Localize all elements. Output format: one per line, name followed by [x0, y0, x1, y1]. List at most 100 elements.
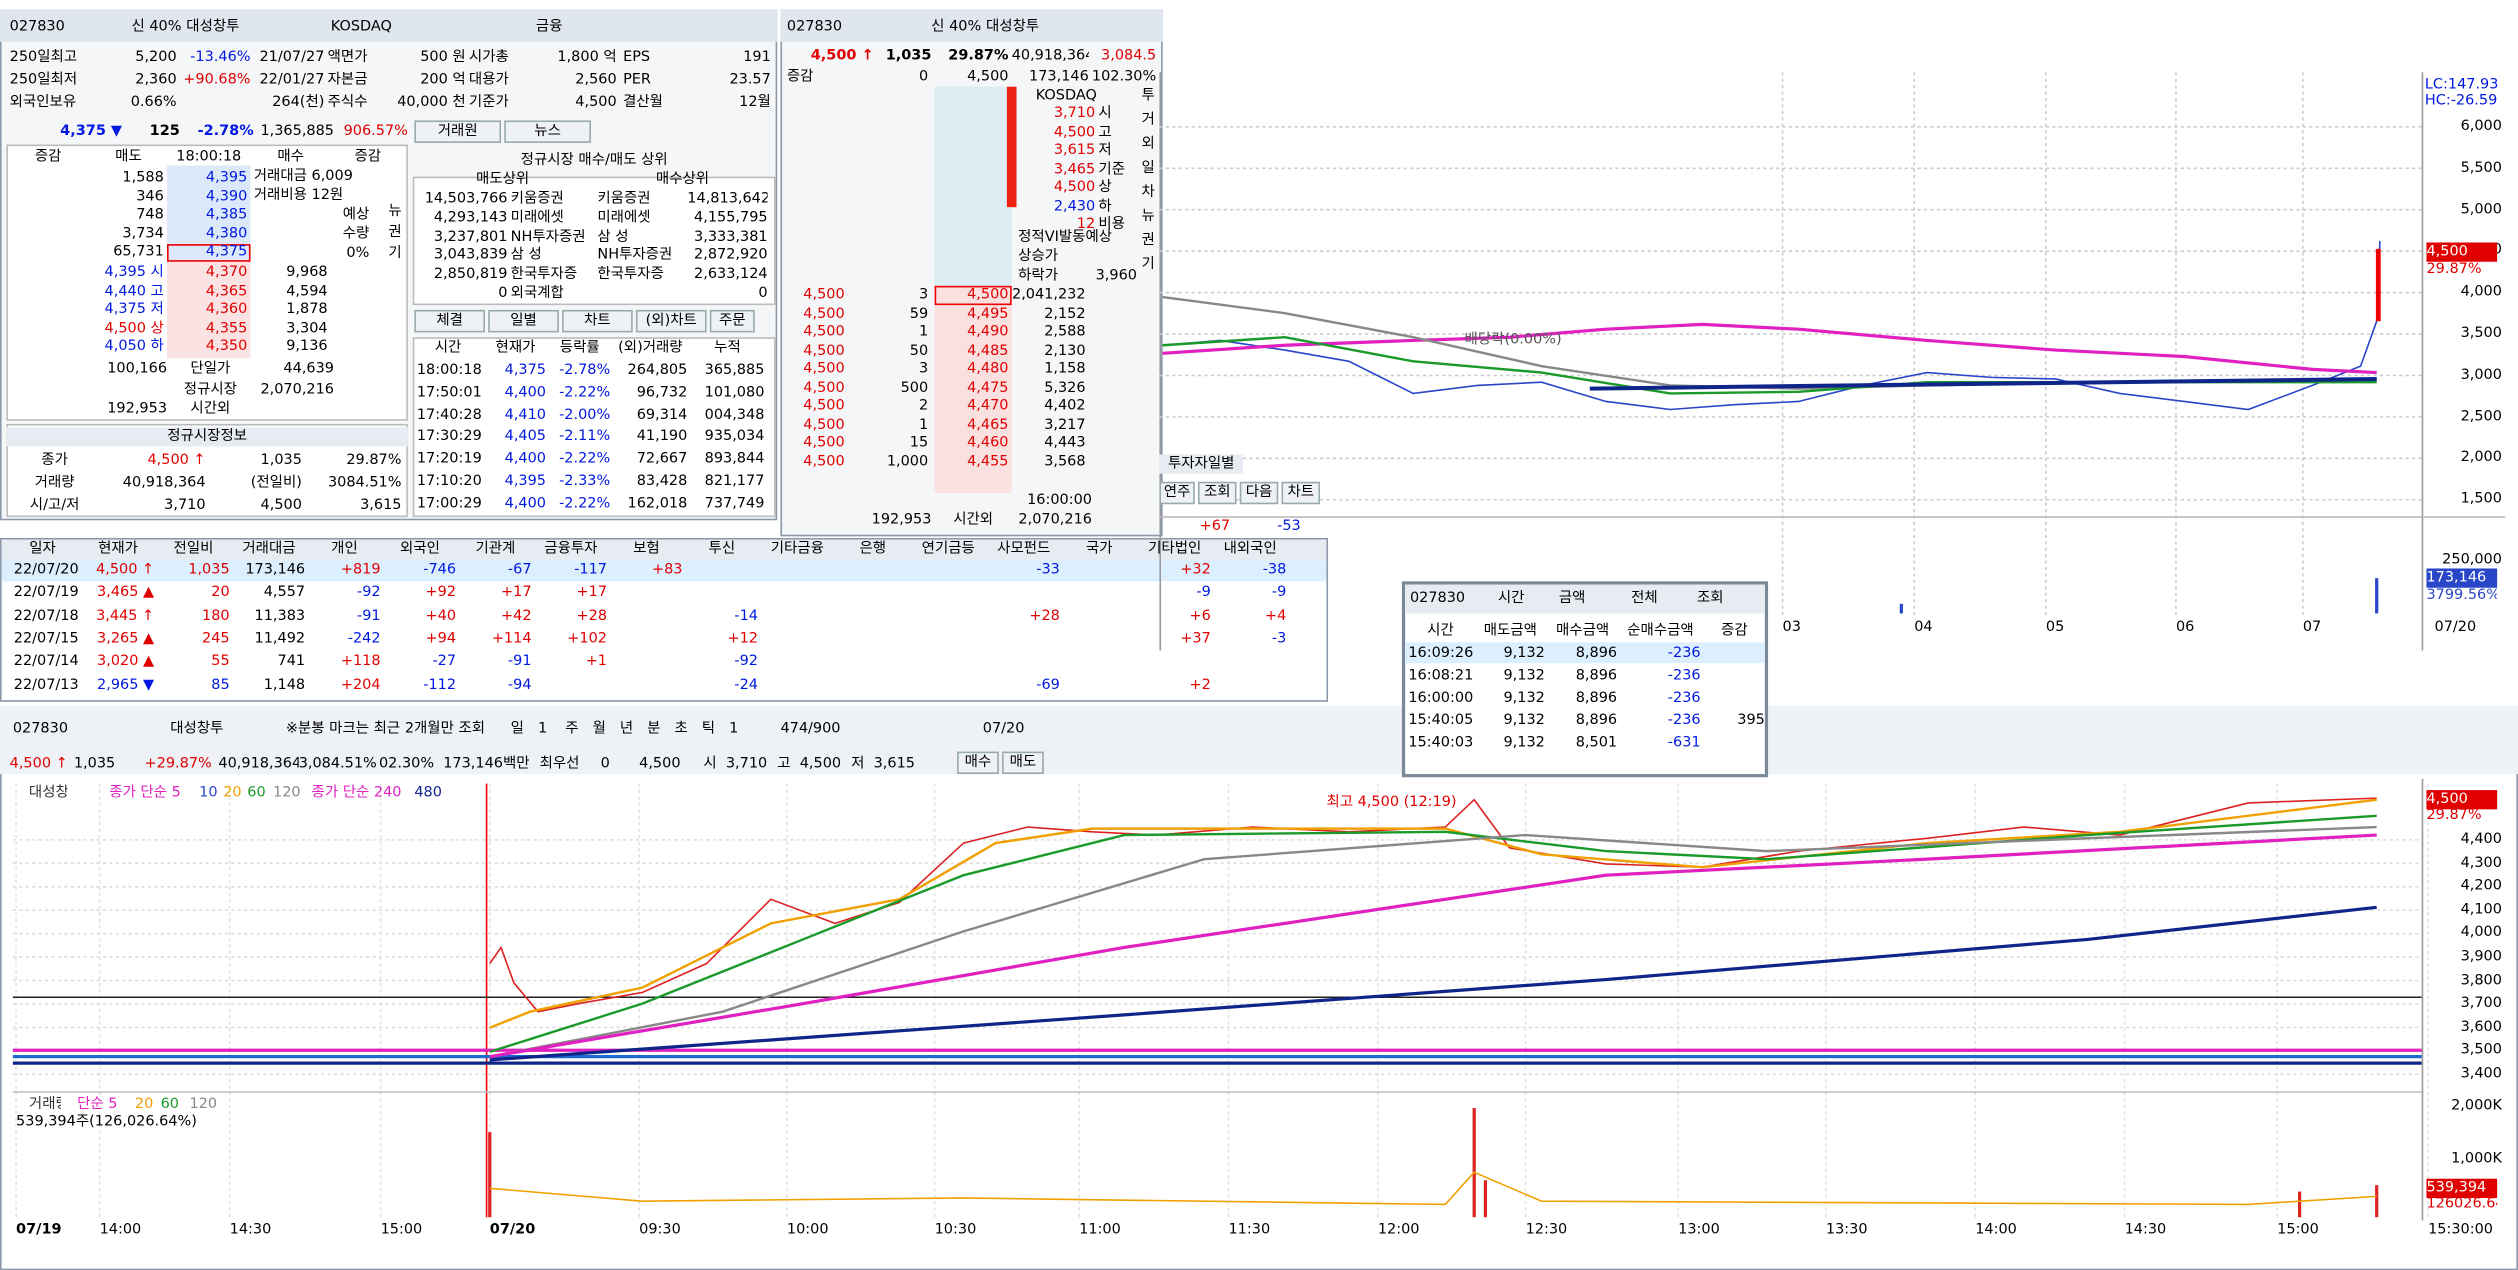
daily-cell: +6: [1189, 607, 1211, 625]
tab[interactable]: (외)차트: [635, 309, 707, 333]
selected-row: [1405, 642, 1765, 664]
toolbar-field[interactable]: 474/900: [780, 721, 841, 738]
side-tab[interactable]: 투: [1141, 88, 1155, 105]
level-value: 3,465: [1053, 161, 1096, 178]
side-tab[interactable]: 뉴: [1141, 208, 1155, 225]
tab[interactable]: 체결: [414, 309, 485, 333]
ma-line: [489, 814, 2377, 1053]
bid-cell: 3,568: [1044, 453, 1086, 470]
column-header: 매수상위: [655, 171, 710, 188]
toolbar-field[interactable]: 초: [674, 721, 688, 738]
toolbar-field[interactable]: 조회: [1696, 590, 1724, 608]
daily-cell: -9: [1271, 585, 1287, 602]
button[interactable]: 조회: [1197, 481, 1237, 505]
toolbar-field[interactable]: 전체: [1631, 590, 1658, 608]
regular-cell: 3,615: [360, 497, 402, 514]
tab[interactable]: 뉴스: [504, 120, 591, 143]
toolbar-field[interactable]: 신: [131, 19, 145, 36]
side-tab[interactable]: 일: [1141, 160, 1155, 177]
daily-cell: 11,383: [254, 607, 306, 625]
legend-entry: 종가 단순 5: [109, 785, 181, 802]
price-tag: 126026.64: [2426, 1196, 2498, 1213]
toolbar-field[interactable]: 일: [510, 721, 524, 738]
toolbar-field[interactable]: 틱: [701, 721, 716, 738]
quote-field: -2.78%: [197, 123, 254, 140]
column-header: 전일비: [173, 541, 214, 558]
x-tick-label: 03: [1782, 619, 1801, 636]
toolbar-field[interactable]: 40%: [149, 19, 182, 36]
tab[interactable]: 거래원: [414, 120, 502, 143]
y-tick-label: 4,100: [2460, 902, 2502, 919]
daily-cell: 2,965 ▼: [97, 676, 155, 693]
toolbar-field[interactable]: 07/20: [982, 721, 1025, 738]
toolbar-field[interactable]: ※분봉 마크는 최근 2개월만 조회: [285, 721, 486, 738]
button[interactable]: 연주: [1159, 481, 1195, 505]
daily-cell: 22/07/14: [13, 653, 79, 670]
tab[interactable]: 차트: [562, 309, 633, 333]
toolbar-field[interactable]: 년: [619, 721, 634, 738]
toolbar-field[interactable]: 신: [931, 19, 945, 36]
toolbar-field[interactable]: 금융: [535, 19, 563, 36]
trade-cell: 4,400: [504, 451, 546, 468]
broker-box: [412, 176, 776, 306]
button[interactable]: 차트: [1281, 481, 1321, 505]
order-button[interactable]: 매도: [1002, 751, 1044, 775]
column-header: 기타금융: [770, 541, 824, 558]
x-tick-label: 06: [2175, 619, 2195, 636]
toolbar-field[interactable]: 금액: [1558, 590, 1586, 608]
toolbar-field[interactable]: 40%: [949, 19, 982, 36]
toolbar-field[interactable]: 1: [729, 721, 739, 738]
tab[interactable]: 투자자일별: [1159, 454, 1243, 474]
minute-chart-window: [0, 706, 2518, 1270]
side-tab[interactable]: 권: [1141, 232, 1155, 249]
daily-cell: -91: [356, 607, 381, 625]
daily-cell: 55: [211, 653, 230, 670]
toolbar-field[interactable]: 027830: [786, 19, 843, 36]
side-tab[interactable]: 외: [1141, 136, 1155, 153]
popup-cell: 8,501: [1575, 735, 1618, 752]
broker-cell: 4,293,143: [433, 210, 508, 227]
total-cell: 정규시장: [183, 381, 237, 398]
bid-cell: 4,495: [967, 305, 1009, 322]
toolbar-field[interactable]: 1: [537, 721, 548, 738]
toolbar-field[interactable]: 027830: [1409, 590, 1466, 608]
stat-cell: 500 원: [420, 49, 466, 66]
bid-cell: 4,402: [1044, 398, 1086, 415]
toolbar-field[interactable]: 분: [647, 721, 661, 738]
toolbar-field[interactable]: 대성창투: [170, 721, 224, 738]
toolbar-field[interactable]: 027830: [12, 721, 69, 738]
button[interactable]: 다음: [1239, 481, 1279, 505]
side-tab[interactable]: 거: [1141, 112, 1155, 129]
daily-cell: +114: [491, 630, 532, 647]
daily-cell: +102: [567, 630, 608, 647]
toolbar-field[interactable]: 시간: [1497, 590, 1525, 608]
y-tick-label: 5,500: [2460, 160, 2502, 177]
daily-cell: -92: [734, 653, 758, 670]
toolbar-field[interactable]: 주: [565, 721, 579, 738]
side-tab[interactable]: 뉴: [388, 203, 402, 221]
side-tab[interactable]: 기: [388, 245, 402, 262]
toolbar-field[interactable]: 대성창투: [986, 19, 1040, 36]
daily-cell: 22/07/18: [13, 607, 79, 625]
toolbar-field[interactable]: 027830: [9, 19, 65, 36]
daily-cell: -92: [356, 585, 381, 602]
popup-cell: 9,132: [1503, 713, 1545, 730]
trade-cell: 101,080: [704, 385, 765, 402]
side-tab[interactable]: 권: [388, 224, 402, 241]
toolbar-field[interactable]: KOSDAQ: [330, 19, 392, 36]
daily-cell: +819: [340, 562, 381, 579]
side-tab[interactable]: 차: [1141, 184, 1155, 201]
bid-cell: 4,375 저: [104, 302, 164, 319]
broker-cell: 키움증권: [597, 191, 651, 208]
price-tag: 4,500: [2426, 790, 2498, 810]
trade-cell: 4,375: [504, 362, 546, 379]
popup-cell: -236: [1667, 668, 1701, 685]
trade-cell: 893,844: [704, 451, 765, 468]
toolbar-field[interactable]: 대성창투: [186, 19, 240, 36]
toolbar-field[interactable]: 월: [592, 721, 606, 738]
tab[interactable]: 주문: [709, 309, 755, 333]
side-tab[interactable]: 기: [1141, 256, 1155, 273]
regular-cell: 3,710: [164, 497, 206, 514]
tab[interactable]: 일별: [488, 309, 559, 333]
order-button[interactable]: 매수: [957, 751, 999, 775]
